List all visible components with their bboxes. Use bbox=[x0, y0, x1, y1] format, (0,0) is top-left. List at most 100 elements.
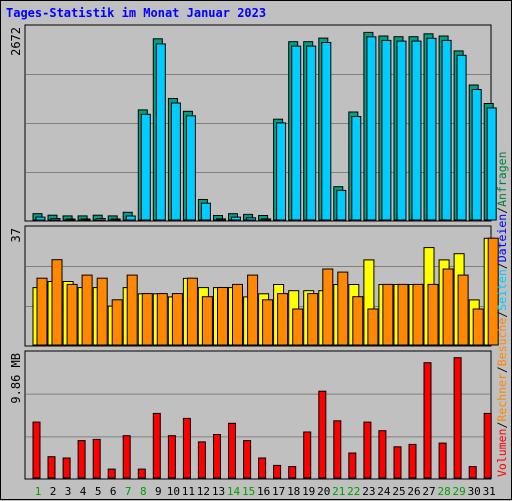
bar-dateien-day-18 bbox=[291, 45, 302, 221]
bar-dateien-day-1 bbox=[35, 216, 46, 221]
bar-volumen-day-2 bbox=[47, 456, 56, 479]
y-max-label-middle: 37 bbox=[9, 228, 23, 242]
bar-besuche-day-21 bbox=[337, 271, 349, 346]
bar-dateien-day-19 bbox=[306, 45, 317, 221]
bar-volumen-day-1 bbox=[32, 421, 41, 479]
bar-volumen-day-19 bbox=[303, 431, 312, 479]
x-tick-label-17: 17 bbox=[272, 485, 285, 498]
bar-besuche-day-15 bbox=[247, 274, 259, 346]
legend-separator: / bbox=[495, 422, 509, 429]
x-tick-label-15: 15 bbox=[242, 485, 255, 498]
x-tick-label-27: 27 bbox=[422, 485, 435, 498]
x-tick-label-2: 2 bbox=[50, 485, 57, 498]
bar-dateien-day-11 bbox=[185, 115, 196, 221]
x-tick-label-25: 25 bbox=[392, 485, 405, 498]
bar-dateien-day-25 bbox=[396, 40, 407, 221]
x-tick-label-6: 6 bbox=[110, 485, 117, 498]
legend-item-volumen: Volumen bbox=[495, 429, 509, 477]
bar-volumen-day-15 bbox=[243, 440, 252, 479]
bar-volumen-day-25 bbox=[393, 446, 402, 479]
bar-besuche-day-20 bbox=[322, 268, 334, 346]
bar-dateien-day-4 bbox=[80, 218, 91, 221]
bar-volumen-day-7 bbox=[122, 435, 131, 479]
bar-besuche-day-7 bbox=[126, 274, 138, 346]
x-tick-label-30: 30 bbox=[468, 485, 481, 498]
legend-separator: / bbox=[495, 366, 509, 373]
bar-volumen-day-31 bbox=[483, 412, 492, 479]
bar-dateien-day-12 bbox=[200, 202, 211, 221]
bar-besuche-day-9 bbox=[156, 293, 168, 346]
bar-besuche-day-14 bbox=[232, 283, 243, 346]
x-tick-label-31: 31 bbox=[483, 485, 496, 498]
bar-besuche-day-19 bbox=[307, 293, 319, 346]
bar-volumen-day-26 bbox=[408, 443, 417, 479]
bar-besuche-day-26 bbox=[412, 283, 424, 346]
bar-volumen-day-8 bbox=[137, 468, 146, 479]
x-tick-label-8: 8 bbox=[140, 485, 147, 498]
x-tick-label-20: 20 bbox=[317, 485, 330, 498]
bar-besuche-day-12 bbox=[201, 296, 213, 346]
bar-besuche-day-16 bbox=[262, 299, 274, 346]
bar-volumen-day-24 bbox=[378, 430, 387, 479]
x-tick-label-12: 12 bbox=[197, 485, 210, 498]
bar-besuche-day-18 bbox=[292, 308, 304, 346]
x-tick-label-16: 16 bbox=[257, 485, 270, 498]
bar-dateien-day-27 bbox=[426, 37, 437, 221]
legend-separator: / bbox=[495, 262, 509, 269]
x-tick-label-10: 10 bbox=[167, 485, 180, 498]
bar-dateien-day-7 bbox=[125, 215, 136, 221]
bar-dateien-day-26 bbox=[411, 40, 422, 221]
bar-volumen-day-22 bbox=[348, 452, 357, 479]
bar-volumen-day-18 bbox=[288, 466, 297, 479]
bar-volumen-day-17 bbox=[273, 464, 282, 479]
x-tick-label-14: 14 bbox=[227, 485, 241, 498]
x-tick-label-18: 18 bbox=[287, 485, 300, 498]
bar-dateien-day-2 bbox=[50, 218, 61, 221]
y-max-label-top: 2672 bbox=[9, 27, 23, 56]
bar-dateien-day-21 bbox=[336, 189, 347, 221]
bar-dateien-day-6 bbox=[110, 218, 121, 221]
bar-besuche-day-23 bbox=[367, 308, 379, 346]
bar-besuche-day-22 bbox=[352, 296, 364, 346]
bar-volumen-day-16 bbox=[258, 457, 267, 479]
bar-dateien-day-16 bbox=[261, 218, 272, 221]
bar-dateien-day-8 bbox=[140, 113, 151, 221]
legend-item-dateien: Dateien bbox=[495, 214, 509, 262]
x-tick-label-7: 7 bbox=[125, 485, 132, 498]
bar-dateien-day-22 bbox=[351, 116, 362, 221]
bar-volumen-day-3 bbox=[62, 457, 71, 479]
bar-dateien-day-5 bbox=[95, 218, 106, 221]
bar-volumen-day-30 bbox=[468, 466, 477, 479]
bar-dateien-day-14 bbox=[231, 216, 241, 221]
x-tick-label-9: 9 bbox=[155, 485, 162, 498]
x-tick-label-26: 26 bbox=[407, 485, 420, 498]
bar-volumen-day-14 bbox=[228, 422, 236, 479]
bar-volumen-day-11 bbox=[182, 417, 191, 479]
x-tick-label-24: 24 bbox=[377, 485, 391, 498]
bar-volumen-day-28 bbox=[438, 442, 447, 479]
x-tick-label-11: 11 bbox=[182, 485, 195, 498]
bar-besuche-day-13 bbox=[217, 287, 228, 346]
legend-item-rechner: Rechner bbox=[495, 373, 509, 422]
x-tick-label-5: 5 bbox=[95, 485, 102, 498]
bar-volumen-day-9 bbox=[152, 412, 161, 479]
bar-besuche-day-6 bbox=[111, 299, 123, 346]
bar-besuche-day-8 bbox=[141, 293, 153, 346]
bar-volumen-day-23 bbox=[363, 421, 372, 479]
bar-dateien-day-23 bbox=[366, 36, 377, 221]
bar-volumen-day-12 bbox=[197, 441, 206, 479]
bar-volumen-day-10 bbox=[167, 435, 176, 479]
chart-title: Tages-Statistik im Monat Januar 2023 bbox=[6, 6, 267, 20]
x-tick-label-23: 23 bbox=[362, 485, 375, 498]
bar-volumen-day-6 bbox=[107, 468, 116, 479]
x-tick-label-28: 28 bbox=[437, 485, 450, 498]
y-max-label-bottom: 9.86 MB bbox=[9, 353, 23, 404]
bar-dateien-day-17 bbox=[276, 122, 287, 221]
legend-item-besuche: Besuche bbox=[495, 318, 509, 367]
bar-volumen-day-29 bbox=[453, 357, 462, 479]
bar-dateien-day-28 bbox=[441, 39, 452, 221]
bar-volumen-day-27 bbox=[423, 362, 432, 479]
legend-separator: / bbox=[495, 311, 509, 318]
